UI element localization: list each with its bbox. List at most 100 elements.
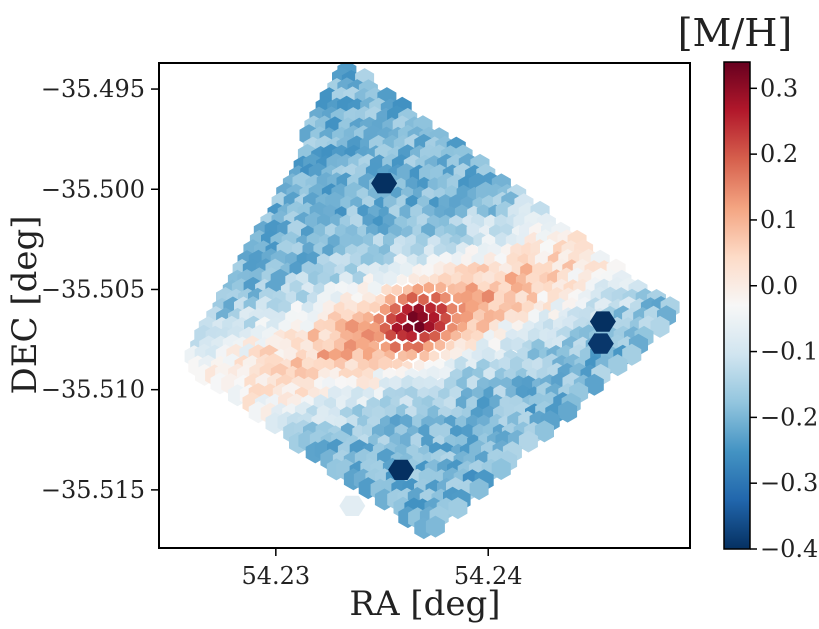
voronoi-bin — [518, 430, 538, 453]
voronoi-bin — [386, 312, 397, 325]
voronoi-bin — [424, 320, 435, 333]
voronoi-bin — [385, 293, 396, 306]
low-metallicity-bin — [388, 459, 415, 480]
voronoi-bin — [448, 497, 468, 520]
voronoi-bin — [650, 315, 670, 338]
voronoi-bin — [381, 283, 392, 296]
voronoi-bin — [423, 340, 434, 353]
voronoi-bin — [481, 346, 496, 363]
colorbar-tick-label: −0.1 — [760, 338, 818, 366]
voronoi-bin — [558, 400, 578, 423]
voronoi-bin — [469, 478, 489, 501]
colorbar — [723, 61, 751, 550]
voronoi-bin — [369, 301, 380, 314]
voronoi-bin — [454, 355, 469, 372]
voronoi-bin — [356, 375, 371, 392]
voronoi-bin — [385, 329, 396, 342]
voronoi-bin — [446, 302, 458, 315]
voronoi-bin — [500, 337, 515, 353]
voronoi-bin — [363, 311, 374, 324]
voronoi-bin — [504, 290, 518, 306]
voronoi-bins-layer — [184, 63, 680, 540]
x-axis-title: RA [deg] — [349, 584, 500, 624]
voronoi-bin — [390, 302, 401, 315]
voronoi-bin — [431, 291, 442, 304]
voronoi-bin — [440, 349, 452, 361]
voronoi-bin — [413, 341, 424, 354]
low-metallicity-bin — [371, 173, 398, 194]
voronoi-bin — [352, 347, 366, 364]
voronoi-bin — [402, 303, 413, 316]
voronoi-bin — [608, 354, 628, 377]
voronoi-bin — [510, 356, 524, 372]
y-tick-label: −35.505 — [41, 275, 145, 303]
voronoi-bin — [398, 293, 409, 306]
x-axis: 54.23 54.24 — [241, 548, 523, 590]
voronoi-bin — [414, 321, 425, 333]
voronoi-bin — [504, 308, 519, 325]
voronoi-bin — [391, 284, 402, 297]
voronoi-bin — [584, 373, 604, 396]
voronoi-bin — [421, 262, 436, 279]
voronoi-bin — [379, 303, 391, 316]
voronoi-bin — [399, 204, 414, 220]
plot-frame — [158, 62, 691, 549]
colorbar-tick-label: −0.2 — [760, 403, 818, 431]
voronoi-bin — [440, 312, 451, 325]
voronoi-bin — [491, 458, 511, 480]
voronoi-bin — [440, 291, 451, 304]
voronoi-bin — [450, 330, 461, 342]
voronoi-bin — [390, 341, 401, 354]
voronoi-bin — [441, 329, 452, 342]
x-tick-label: 54.24 — [454, 562, 523, 590]
voronoi-bin — [375, 293, 386, 306]
voronoi-bin — [414, 359, 425, 372]
voronoi-bin — [425, 515, 445, 538]
y-tick-label: −35.515 — [41, 476, 145, 504]
y-tick-label: −35.510 — [41, 376, 145, 404]
colorbar-tick-label: 0.0 — [760, 272, 798, 300]
voronoi-bin — [434, 320, 446, 333]
colorbar-tick-label: −0.3 — [760, 469, 818, 497]
colorbar-tick-label: −0.4 — [760, 535, 818, 563]
voronoi-bin — [283, 346, 298, 363]
voronoi-bin — [369, 321, 380, 334]
colorbar-axis: 0.3 0.2 0.1 0.0 −0.1 −0.2 −0.3 −0.4 — [750, 74, 818, 563]
voronoi-bin — [398, 350, 409, 362]
voronoi-bin — [428, 311, 440, 324]
voronoi-bin — [407, 291, 418, 304]
light-bin — [339, 495, 366, 516]
voronoi-bin — [399, 261, 414, 278]
x-tick-label: 54.23 — [241, 562, 310, 590]
voronoi-bin — [408, 310, 419, 323]
voronoi-bin — [408, 272, 419, 285]
voronoi-bin — [495, 232, 510, 248]
voronoi-bin — [406, 330, 417, 343]
voronoi-bin — [534, 420, 554, 443]
voronoi-bin — [388, 375, 403, 392]
voronoi-bin — [434, 339, 446, 352]
voronoi-bin — [429, 273, 440, 286]
colorbar-tick-label: 0.2 — [760, 140, 798, 168]
voronoi-bin — [419, 331, 430, 344]
voronoi-bin — [373, 313, 384, 326]
voronoi-bin — [383, 270, 398, 287]
y-axis: −35.495 −35.500 −35.505 −35.510 −35.515 — [41, 75, 159, 504]
voronoi-bin — [436, 302, 447, 315]
colorbar-title: [M/H] — [678, 11, 793, 55]
voronoi-bin — [423, 281, 434, 294]
y-tick-label: −35.500 — [41, 175, 145, 203]
voronoi-bin — [406, 348, 417, 361]
low-metallicity-bin — [587, 333, 614, 354]
voronoi-bin — [400, 432, 414, 449]
colorbar-tick-label: 0.1 — [760, 206, 798, 234]
voronoi-bin — [528, 308, 543, 325]
voronoi-bin — [397, 329, 408, 342]
voronoi-bin — [428, 350, 440, 363]
voronoi-bin — [451, 312, 463, 325]
voronoi-bin — [367, 280, 382, 297]
voronoi-bin — [438, 422, 453, 439]
low-metallicity-bin — [589, 311, 616, 332]
voronoi-bin — [419, 350, 430, 363]
